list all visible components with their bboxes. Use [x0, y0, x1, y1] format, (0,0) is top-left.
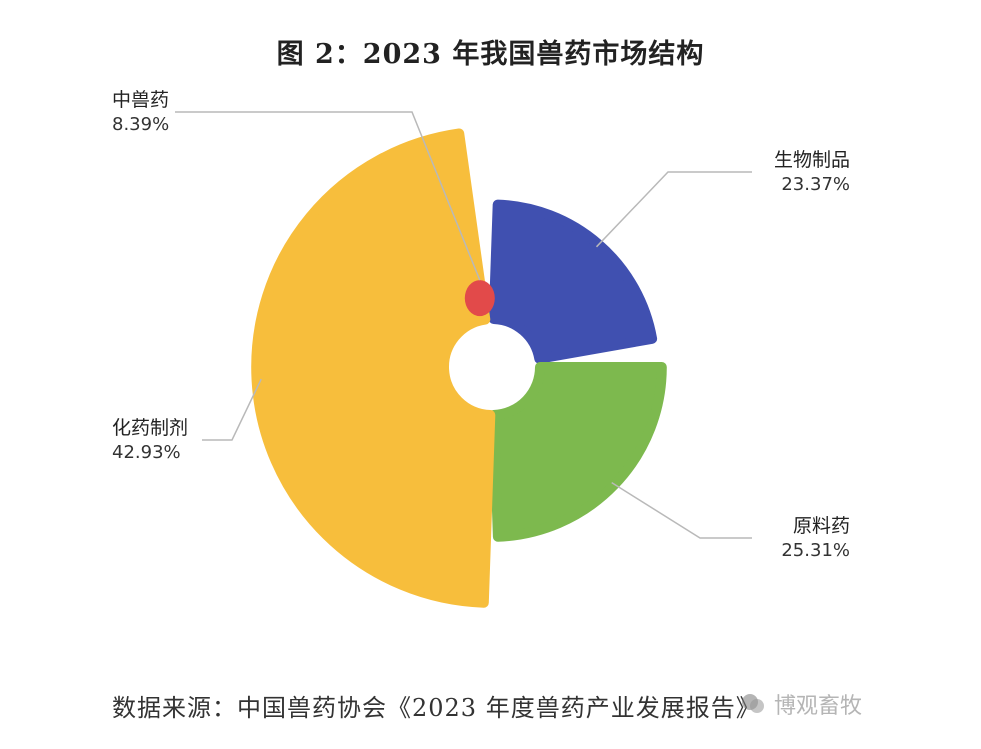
pie-slice-2	[488, 362, 667, 542]
slice-value-label: 42.93%	[112, 442, 181, 463]
slice-name-label: 化药制剂	[112, 417, 188, 439]
pie-slice-4	[464, 280, 495, 317]
data-source-note: 数据来源：中国兽药协会《2023 年度兽药产业发展报告》	[112, 694, 761, 722]
slice-name-label: 中兽药	[112, 89, 169, 111]
watermark-text: 博观畜牧	[774, 694, 863, 719]
wechat-logo-icon	[742, 694, 764, 713]
leader-line-4	[175, 111, 481, 281]
leader-line-1	[595, 171, 752, 248]
slice-value-label: 23.37%	[781, 174, 850, 195]
watermark: 博观畜牧	[740, 688, 862, 720]
slice-value-label: 25.31%	[781, 540, 850, 561]
leader-line-2	[611, 481, 752, 539]
pie-slice-1	[488, 199, 658, 364]
slice-name-label: 生物制品	[774, 149, 850, 171]
chart-title: 图 2：2023 年我国兽药市场结构	[276, 39, 705, 70]
leader-line-3	[202, 378, 262, 441]
pie-slice-3	[251, 128, 496, 608]
slice-value-label: 8.39%	[112, 114, 169, 135]
slice-name-label: 原料药	[793, 515, 850, 537]
